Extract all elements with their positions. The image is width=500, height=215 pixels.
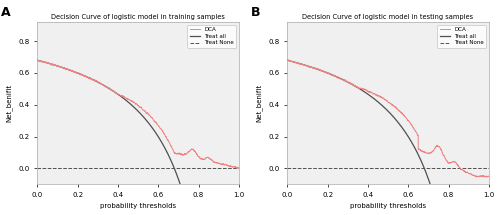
X-axis label: probability thresholds: probability thresholds — [350, 203, 426, 209]
DCA — [284, 59, 290, 61]
DCA — [480, 175, 486, 177]
DCA — [484, 176, 490, 178]
DCA — [193, 151, 199, 154]
DCA — [377, 95, 383, 98]
DCA — [443, 158, 449, 161]
DCA — [230, 166, 236, 168]
DCA — [382, 98, 388, 101]
Line: Treat all: Treat all — [38, 60, 238, 215]
Y-axis label: Net_benifit: Net_benifit — [6, 84, 13, 122]
Title: Decision Curve of logistic model in training samples: Decision Curve of logistic model in trai… — [51, 14, 225, 20]
X-axis label: probability thresholds: probability thresholds — [100, 203, 176, 209]
Legend: DCA, Treat all, Treat None: DCA, Treat all, Treat None — [188, 25, 236, 48]
DCA — [480, 175, 486, 178]
Text: A: A — [1, 6, 11, 19]
Line: DCA: DCA — [38, 60, 238, 168]
Treat all — [294, 62, 300, 64]
DCA — [285, 58, 291, 61]
Line: DCA: DCA — [288, 60, 488, 177]
Line: Treat all: Treat all — [288, 60, 488, 215]
Legend: DCA, Treat all, Treat None: DCA, Treat all, Treat None — [438, 25, 486, 48]
DCA — [236, 166, 242, 169]
DCA — [34, 59, 40, 61]
Treat all — [377, 102, 383, 105]
DCA — [486, 175, 492, 178]
DCA — [295, 62, 301, 65]
Treat all — [127, 102, 133, 105]
DCA — [234, 167, 239, 170]
DCA — [230, 165, 235, 168]
Y-axis label: Net_benifit: Net_benifit — [256, 84, 263, 122]
Treat all — [382, 107, 388, 110]
DCA — [127, 99, 133, 101]
Text: B: B — [251, 6, 260, 19]
Treat all — [284, 59, 290, 62]
Treat all — [34, 59, 40, 62]
Treat all — [132, 107, 138, 110]
Title: Decision Curve of logistic model in testing samples: Decision Curve of logistic model in test… — [302, 14, 474, 20]
DCA — [132, 102, 138, 105]
Treat all — [44, 62, 51, 64]
DCA — [44, 62, 51, 65]
